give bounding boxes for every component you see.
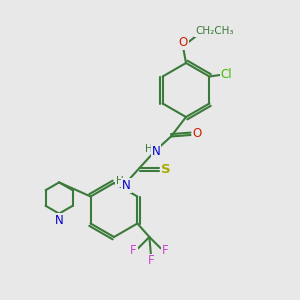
Text: N: N bbox=[152, 145, 160, 158]
Text: S: S bbox=[161, 163, 170, 176]
Text: CH₂CH₃: CH₂CH₃ bbox=[195, 26, 234, 37]
Text: F: F bbox=[162, 244, 169, 257]
Text: Cl: Cl bbox=[221, 68, 232, 82]
Text: F: F bbox=[148, 254, 154, 268]
Text: O: O bbox=[193, 127, 202, 140]
Text: N: N bbox=[55, 214, 64, 227]
Text: H: H bbox=[116, 176, 124, 186]
Text: F: F bbox=[130, 244, 137, 257]
Text: N: N bbox=[122, 178, 131, 192]
Text: H: H bbox=[145, 143, 153, 154]
Text: O: O bbox=[178, 36, 188, 50]
